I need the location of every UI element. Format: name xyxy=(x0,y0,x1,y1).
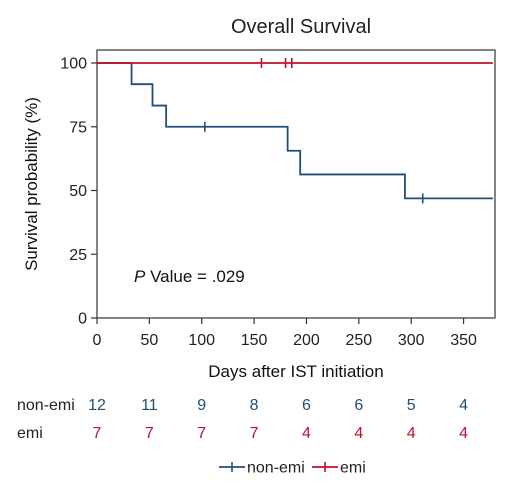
y-tick-label: 100 xyxy=(60,56,87,73)
legend-label: emi xyxy=(340,460,366,477)
risk-count: 9 xyxy=(197,397,206,414)
risk-count: 7 xyxy=(197,425,206,442)
p-value-annotation: P Value = .029 xyxy=(134,267,245,286)
y-tick-label: 0 xyxy=(78,311,87,328)
series-group xyxy=(97,58,493,204)
risk-count: 5 xyxy=(407,397,416,414)
x-axis-label: Days after IST initiation xyxy=(208,362,383,381)
risk-count: 11 xyxy=(141,397,158,414)
risk-count: 12 xyxy=(88,397,106,414)
risk-count: 4 xyxy=(302,425,311,442)
x-axis: 0 50 100 150 200 250 300 350 xyxy=(93,318,477,349)
risk-count: 6 xyxy=(354,397,363,414)
risk-count: 6 xyxy=(302,397,311,414)
risk-count: 4 xyxy=(407,425,416,442)
survival-line-non-emi xyxy=(97,62,493,200)
y-tick-label: 50 xyxy=(69,183,87,200)
risk-count: 7 xyxy=(93,425,102,442)
risk-row-label: emi xyxy=(17,425,43,442)
plot-area xyxy=(96,49,496,319)
p-value-italic: P xyxy=(134,267,146,286)
risk-count: 7 xyxy=(250,425,259,442)
legend-label: non-emi xyxy=(247,460,305,477)
legend: non-emi emi xyxy=(219,460,366,477)
x-tick-label: 0 xyxy=(93,332,102,349)
y-tick-label: 75 xyxy=(69,119,87,136)
risk-row-label: non-emi xyxy=(17,397,75,414)
risk-count: 7 xyxy=(145,425,154,442)
p-value-rest: Value = .029 xyxy=(145,267,244,286)
risk-count: 4 xyxy=(459,397,468,414)
y-axis-label: Survival probability (%) xyxy=(22,97,41,271)
risk-table: non-emi 12 11 9 8 6 6 5 4 emi 7 7 7 7 4 4 4 4 xyxy=(17,397,468,442)
x-tick-label: 200 xyxy=(293,332,320,349)
risk-count: 4 xyxy=(354,425,363,442)
risk-count: 4 xyxy=(459,425,468,442)
x-tick-label: 250 xyxy=(345,332,372,349)
x-tick-label: 50 xyxy=(140,332,158,349)
x-tick-label: 100 xyxy=(188,332,215,349)
x-tick-label: 350 xyxy=(450,332,477,349)
x-tick-label: 300 xyxy=(398,332,425,349)
y-axis: 0 25 50 75 100 xyxy=(60,56,97,328)
x-tick-label: 150 xyxy=(241,332,268,349)
y-tick-label: 25 xyxy=(69,247,87,264)
risk-count: 8 xyxy=(250,397,259,414)
plot-frame xyxy=(96,49,496,319)
chart-title: Overall Survival xyxy=(231,16,371,38)
